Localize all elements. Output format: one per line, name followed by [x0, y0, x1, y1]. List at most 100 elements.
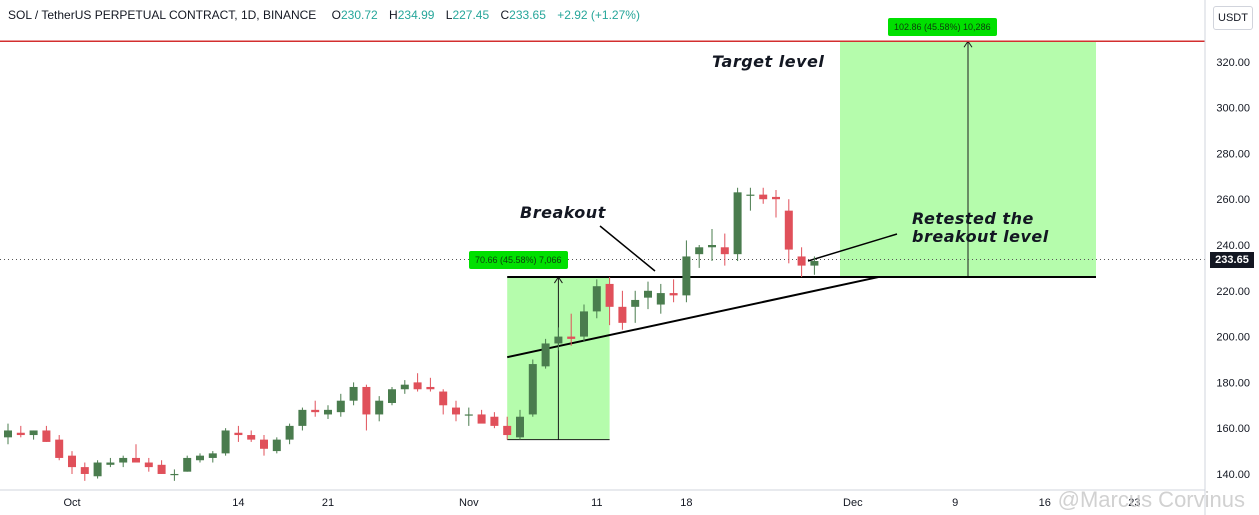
candle-body-38: [477, 414, 486, 424]
candle-body-12: [144, 462, 153, 468]
candle-body-3: [29, 430, 38, 436]
candle-body-24: [298, 409, 307, 426]
x-tick-label-8: 16: [1039, 497, 1051, 509]
y-tick-label-1: 160.00: [1216, 423, 1250, 435]
last-price-tag: 233.65: [1210, 251, 1254, 268]
candle-body-40: [503, 425, 512, 436]
candle-body-46: [580, 311, 588, 337]
change-value: +2.92 (+1.27%): [557, 8, 640, 22]
candle-body-18: [221, 430, 230, 454]
symbol-title: SOL / TetherUS PERPETUAL CONTRACT, 1D, B…: [8, 8, 317, 22]
y-tick-label-8: 300.00: [1216, 103, 1250, 115]
y-tick-label-3: 200.00: [1216, 332, 1250, 344]
candle-body-64: [810, 261, 819, 266]
y-tick-label-4: 220.00: [1216, 286, 1250, 298]
currency-button[interactable]: USDT: [1213, 6, 1253, 30]
low-label: L: [445, 8, 453, 22]
candle-body-4: [42, 430, 51, 442]
candle-body-21: [260, 439, 268, 449]
candle-body-22: [272, 439, 281, 452]
x-tick-label-1: 14: [232, 497, 244, 509]
candle-body-58: [733, 192, 742, 255]
symbol-header: SOL / TetherUS PERPETUAL CONTRACT, 1D, B…: [8, 8, 640, 22]
y-tick-label-7: 280.00: [1216, 148, 1250, 160]
candle-body-6: [68, 455, 76, 468]
candle-body-5: [55, 439, 64, 458]
candle-body-49: [618, 306, 627, 323]
candle-body-34: [426, 386, 435, 390]
candle-body-56: [708, 245, 716, 248]
target-level-annotation: Target level: [712, 52, 825, 71]
measure-label-breakout: 70.66 (45.58%) 7,066: [469, 251, 568, 269]
candle-body-19: [234, 432, 243, 436]
candle-body-62: [784, 210, 793, 250]
open-value: 230.72: [341, 8, 378, 22]
candle-body-61: [772, 196, 780, 200]
candle-body-13: [157, 464, 166, 474]
candle-body-48: [605, 283, 614, 307]
candle-body-45: [567, 336, 576, 339]
candle-body-11: [132, 457, 140, 463]
candle-body-26: [324, 409, 332, 415]
candle-body-52: [656, 293, 665, 305]
y-tick-label-0: 140.00: [1216, 469, 1250, 481]
candle-body-35: [439, 391, 448, 406]
candle-body-16: [196, 455, 204, 461]
candle-body-43: [541, 343, 550, 367]
open-label: O: [331, 8, 341, 22]
candle-body-29: [362, 386, 371, 415]
candle-body-54: [682, 256, 691, 296]
candle-body-44: [554, 336, 563, 344]
candle-body-27: [336, 400, 345, 413]
y-tick-label-5: 240.00: [1216, 240, 1250, 252]
x-tick-label-4: 11: [591, 497, 602, 509]
candle-body-57: [720, 247, 729, 255]
candle-body-59: [746, 194, 755, 196]
retest-annotation-line2: breakout level: [912, 227, 1049, 246]
candle-body-7: [80, 467, 89, 474]
candle-body-60: [759, 194, 768, 200]
ascending-trendline: [506, 276, 879, 359]
low-value: 227.45: [452, 8, 490, 22]
candle-body-47: [592, 286, 601, 312]
candle-body-8: [93, 462, 102, 477]
candle-body-17: [208, 453, 217, 458]
close-value: 233.65: [509, 8, 546, 22]
candle-body-30: [375, 400, 384, 415]
author-watermark: @Marcus Corvinus: [1057, 487, 1245, 512]
high-value: 234.99: [397, 8, 435, 22]
candle-body-10: [119, 457, 128, 463]
retest-pointer-line: [807, 233, 898, 262]
candle-body-20: [247, 435, 256, 440]
candle-body-31: [388, 389, 396, 403]
candle-body-37: [464, 414, 473, 416]
x-tick-label-2: 21: [322, 497, 334, 509]
candle-body-50: [631, 299, 640, 307]
y-tick-label-6: 260.00: [1216, 194, 1250, 206]
candle-body-51: [644, 290, 652, 298]
candle-body-15: [183, 457, 192, 472]
close-label: C: [500, 8, 510, 22]
y-tick-label-2: 180.00: [1216, 377, 1250, 389]
candle-body-28: [349, 386, 358, 401]
x-tick-label-0: Oct: [63, 497, 80, 509]
candle-body-33: [413, 382, 422, 390]
candlestick-series: [4, 187, 819, 481]
candle-body-36: [452, 407, 460, 415]
x-tick-label-7: 9: [952, 497, 958, 509]
breakout-annotation: Breakout: [520, 203, 606, 222]
candle-body-14: [170, 473, 179, 476]
candle-body-9: [106, 462, 115, 465]
y-tick-label-9: 320.00: [1216, 57, 1250, 69]
candle-body-25: [311, 409, 320, 413]
x-tick-label-9: 23: [1128, 497, 1140, 509]
x-tick-label-6: Dec: [843, 497, 863, 509]
candle-body-53: [669, 293, 678, 296]
candle-body-39: [490, 416, 499, 426]
candle-body-32: [400, 384, 409, 390]
candle-body-63: [797, 256, 806, 266]
candle-body-41: [516, 416, 524, 438]
candle-body-2: [16, 432, 25, 436]
high-label: H: [389, 8, 398, 22]
